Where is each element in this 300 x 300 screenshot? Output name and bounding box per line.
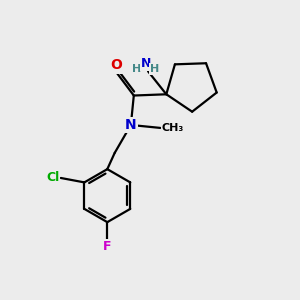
- Text: F: F: [103, 240, 112, 253]
- Text: N: N: [125, 118, 137, 132]
- Text: Cl: Cl: [46, 172, 59, 184]
- Text: H: H: [150, 64, 159, 74]
- Text: H: H: [132, 64, 142, 74]
- Text: N: N: [140, 57, 151, 70]
- Text: CH₃: CH₃: [161, 123, 184, 133]
- Text: O: O: [110, 58, 122, 73]
